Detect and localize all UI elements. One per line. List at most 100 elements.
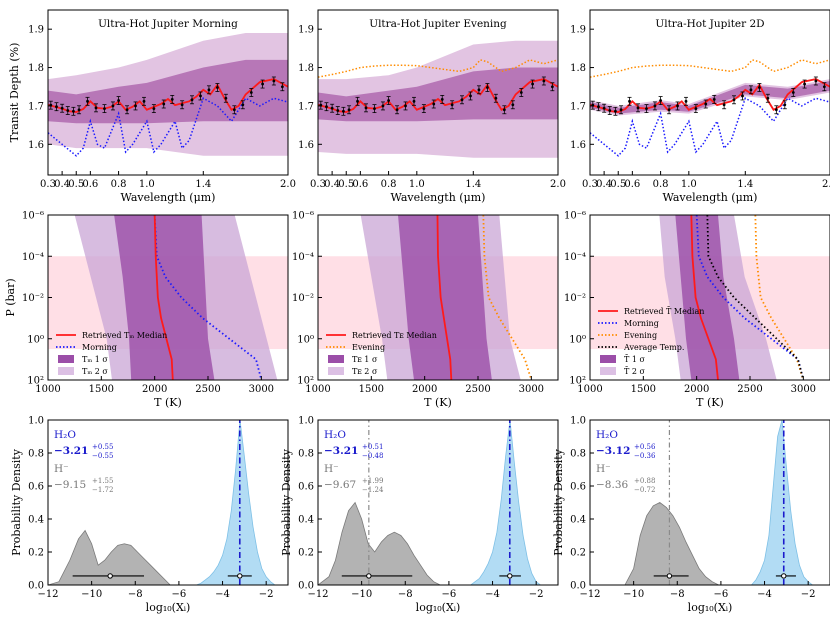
y-tick-label: 1.7 [298,101,314,112]
data-point [347,108,351,112]
y-tick-label: 0.6 [28,482,44,493]
histogram-H⁻ [624,502,719,585]
y-tick-label: 1.7 [570,101,586,112]
data-point [477,88,481,92]
data-point [55,105,58,109]
x-axis-label: T (K) [424,396,452,409]
data-point [66,109,70,112]
y-tick-label: 0.2 [28,548,44,559]
x-tick-label: 0.4 [324,179,340,190]
x-axis-label: T (K) [154,396,182,409]
data-point [758,86,761,89]
data-point [190,98,194,102]
data-point [659,99,662,102]
data-point [440,98,444,101]
y-tick-label: 10⁻⁴ [564,252,586,263]
annotation-species-h2o: H₂O [54,429,76,441]
data-point [356,99,359,103]
histogram-H2O [196,420,276,585]
median-marker [666,573,673,579]
data-point [486,86,489,89]
x-tick-label: 1000 [305,384,330,395]
y-tick-label: 10⁻² [292,293,314,304]
x-axis-label: Wavelength (μm) [121,191,216,204]
plot-frame [317,419,559,586]
data-point [741,94,744,98]
x-tick-label: 0.6 [352,179,368,190]
y-tick-label: 0.8 [298,449,314,460]
x-tick-label: −10 [81,589,102,600]
x-tick-label: −8 [128,589,143,600]
data-point [373,107,376,111]
data-point [550,85,554,89]
x-tick-label: 0.5 [68,179,84,190]
data-point [636,106,640,110]
data-point [180,103,184,107]
data-point [608,109,612,112]
x-tick-label: 1.4 [465,179,481,190]
x-tick-label: 0.3 [40,179,56,190]
x-tick-label: −2 [259,589,274,600]
plot-frame [47,419,289,586]
data-point [325,105,328,109]
x-tick-label: −2 [529,589,544,600]
annotation-species-hminus: H⁻ [596,463,611,475]
median-profile [153,215,174,380]
y-axis-label: Probability Density [552,448,565,556]
chart-title: Ultra-Hot Jupiter 2D [655,18,764,30]
annotation-species-h2o: H₂O [596,429,618,441]
plot-frame [317,9,559,176]
y-tick-label: 0.6 [570,482,586,493]
y-axis-label: Probability Density [10,448,23,556]
y-tick-label: 0.0 [298,581,314,592]
x-tick-label: 2500 [465,384,490,395]
x-tick-label: 1.4 [195,179,211,190]
data-point [469,94,472,98]
x-tick-label: 3000 [249,384,274,395]
data-point [134,104,137,108]
spectrum-plot-area [318,40,558,158]
data-point [450,103,454,107]
annotation-value-hminus: −9.67 [324,479,356,491]
median-marker [366,573,372,579]
data-point [86,99,89,103]
y-tick-label: 10⁻⁴ [292,252,314,263]
data-point [216,86,219,89]
legend-swatch [328,367,344,375]
y-tick-label: 1.9 [28,25,44,36]
data-point [170,98,174,101]
data-point [814,79,818,83]
x-tick-label: −6 [714,589,729,600]
x-tick-label: 1000 [577,384,602,395]
pt-plot-area [318,215,558,380]
data-point [342,109,345,113]
data-point [162,102,166,106]
data-point [822,85,826,89]
histogram-H2O [470,420,542,585]
data-point [712,98,716,101]
data-point [199,94,202,98]
data-point [614,109,617,113]
y-tick-label: 10² [569,376,586,387]
data-point [330,106,334,110]
annotation-err-low-hminus: −1.72 [92,486,113,494]
annotation-err-high-hminus: +0.88 [634,477,655,485]
data-point [261,82,264,86]
y-tick-label: 1.8 [298,63,314,74]
chart-title: Ultra-Hot Jupiter Evening [369,18,507,30]
data-point [542,79,546,83]
x-tick-label: 2000 [142,384,167,395]
one-sigma-band [398,215,492,380]
annotation-err-low-hminus: −0.72 [634,486,655,494]
legend-label: Retrieved Tₘ Median [82,331,167,340]
x-tick-label: 1000 [35,384,60,395]
y-tick-label: 10² [27,376,44,387]
comparison-profile [153,215,263,380]
x-tick-label: 0.3 [582,179,598,190]
data-point [694,107,698,111]
spectrum-plot-area [590,59,830,157]
data-point [117,99,120,102]
data-point [60,106,64,110]
data-point [511,103,515,107]
comparison-profile [482,215,533,380]
